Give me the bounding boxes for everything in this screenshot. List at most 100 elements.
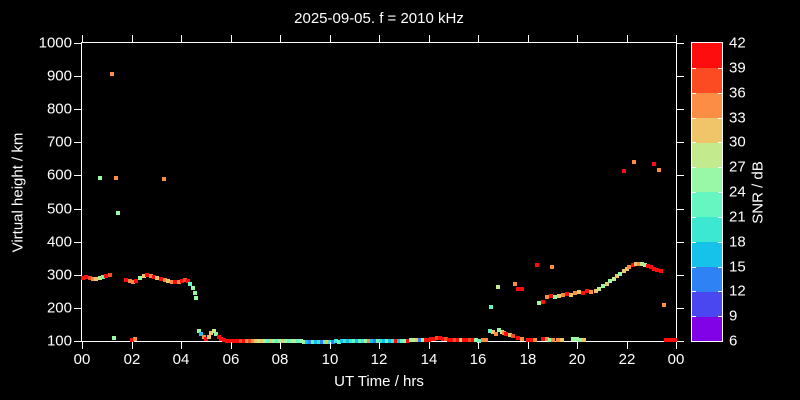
data-point bbox=[211, 329, 216, 334]
y-tick-mark-right bbox=[677, 308, 684, 309]
x-tick-mark-top bbox=[231, 35, 232, 42]
y-tick-mark-right bbox=[677, 209, 684, 210]
y-tick-mark bbox=[74, 242, 81, 243]
data-point bbox=[162, 278, 167, 283]
data-point bbox=[459, 338, 464, 343]
data-point bbox=[192, 290, 197, 295]
x-tick-label: 06 bbox=[222, 351, 240, 368]
colorbar-tick bbox=[718, 217, 722, 218]
colorbar-level-label: 12 bbox=[729, 282, 746, 300]
colorbar-cell bbox=[692, 92, 722, 118]
data-point bbox=[402, 339, 407, 343]
y-tick-mark bbox=[74, 341, 81, 342]
data-point bbox=[604, 282, 609, 287]
data-point bbox=[624, 266, 629, 271]
colorbar-level-label: 36 bbox=[729, 84, 746, 102]
data-point bbox=[423, 338, 428, 342]
data-point bbox=[462, 338, 467, 342]
data-point bbox=[199, 331, 204, 336]
x-tick-mark bbox=[676, 342, 677, 349]
data-point bbox=[597, 286, 602, 291]
y-tick-label: 900 bbox=[46, 67, 72, 85]
colorbar-level-label: 21 bbox=[729, 208, 746, 226]
data-point bbox=[138, 275, 143, 280]
data-point bbox=[104, 273, 109, 278]
x-tick-mark bbox=[280, 342, 281, 349]
data-point bbox=[248, 338, 253, 343]
data-point bbox=[661, 303, 666, 308]
y-tick-label: 800 bbox=[46, 100, 72, 118]
data-point bbox=[349, 339, 354, 343]
colorbar-tick bbox=[692, 118, 696, 119]
data-point bbox=[214, 332, 219, 337]
colorbar-tick bbox=[718, 242, 722, 243]
colorbar-tick bbox=[718, 267, 722, 268]
colorbar-level-label: 42 bbox=[729, 34, 746, 52]
data-point bbox=[429, 337, 434, 342]
data-point bbox=[581, 337, 586, 342]
data-point bbox=[600, 284, 605, 289]
data-point bbox=[313, 340, 318, 345]
data-point bbox=[219, 337, 224, 341]
data-point bbox=[420, 338, 425, 342]
colorbar-cell bbox=[692, 316, 722, 342]
data-point bbox=[322, 339, 327, 344]
colorbar-cell bbox=[692, 266, 722, 292]
colorbar-cell bbox=[692, 241, 722, 267]
x-tick-label: 04 bbox=[172, 351, 190, 368]
data-point bbox=[221, 338, 226, 342]
data-point bbox=[491, 330, 496, 335]
y-tick-mark-right bbox=[677, 275, 684, 276]
data-point bbox=[627, 264, 632, 269]
data-point bbox=[504, 332, 509, 337]
colorbar-cell bbox=[692, 67, 722, 94]
x-tick-mark bbox=[132, 342, 133, 349]
data-point bbox=[468, 338, 473, 343]
data-point bbox=[94, 277, 99, 282]
data-point bbox=[84, 275, 89, 280]
colorbar-title: SNR / dB bbox=[749, 161, 767, 224]
data-point bbox=[280, 339, 285, 343]
data-point bbox=[263, 339, 268, 343]
data-point bbox=[612, 276, 617, 281]
data-point bbox=[340, 339, 345, 344]
colorbar-tick bbox=[692, 142, 696, 143]
data-point bbox=[254, 339, 259, 343]
data-point bbox=[204, 336, 209, 341]
colorbar-tick bbox=[692, 93, 696, 94]
data-point bbox=[272, 339, 277, 343]
x-tick-mark-top bbox=[676, 35, 677, 42]
data-point bbox=[145, 273, 150, 278]
data-point bbox=[173, 280, 178, 285]
data-point bbox=[355, 339, 360, 343]
colorbar-level-label: 6 bbox=[729, 332, 738, 350]
colorbar-tick bbox=[692, 68, 696, 69]
data-point bbox=[148, 274, 153, 279]
data-point bbox=[474, 338, 479, 343]
data-point bbox=[633, 262, 638, 267]
data-point bbox=[499, 329, 504, 334]
data-point bbox=[568, 293, 573, 298]
plot-area bbox=[81, 43, 677, 345]
data-point bbox=[196, 328, 201, 333]
data-point bbox=[257, 338, 262, 343]
data-point bbox=[343, 339, 348, 344]
x-tick-label: 20 bbox=[568, 351, 586, 368]
colorbar-tick bbox=[692, 242, 696, 243]
data-point bbox=[159, 277, 164, 282]
y-tick-label: 500 bbox=[46, 200, 72, 218]
y-tick-label: 600 bbox=[46, 166, 72, 184]
data-point bbox=[245, 339, 250, 343]
data-point bbox=[622, 169, 627, 174]
data-point bbox=[206, 335, 211, 340]
data-point bbox=[201, 334, 206, 339]
data-point bbox=[516, 336, 521, 341]
data-point bbox=[251, 339, 256, 343]
x-tick-mark bbox=[429, 342, 430, 349]
colorbar-level-label: 18 bbox=[729, 233, 746, 251]
data-point bbox=[393, 339, 398, 343]
data-point bbox=[501, 331, 506, 336]
x-tick-label: 18 bbox=[519, 351, 537, 368]
x-tick-label: 00 bbox=[667, 351, 685, 368]
